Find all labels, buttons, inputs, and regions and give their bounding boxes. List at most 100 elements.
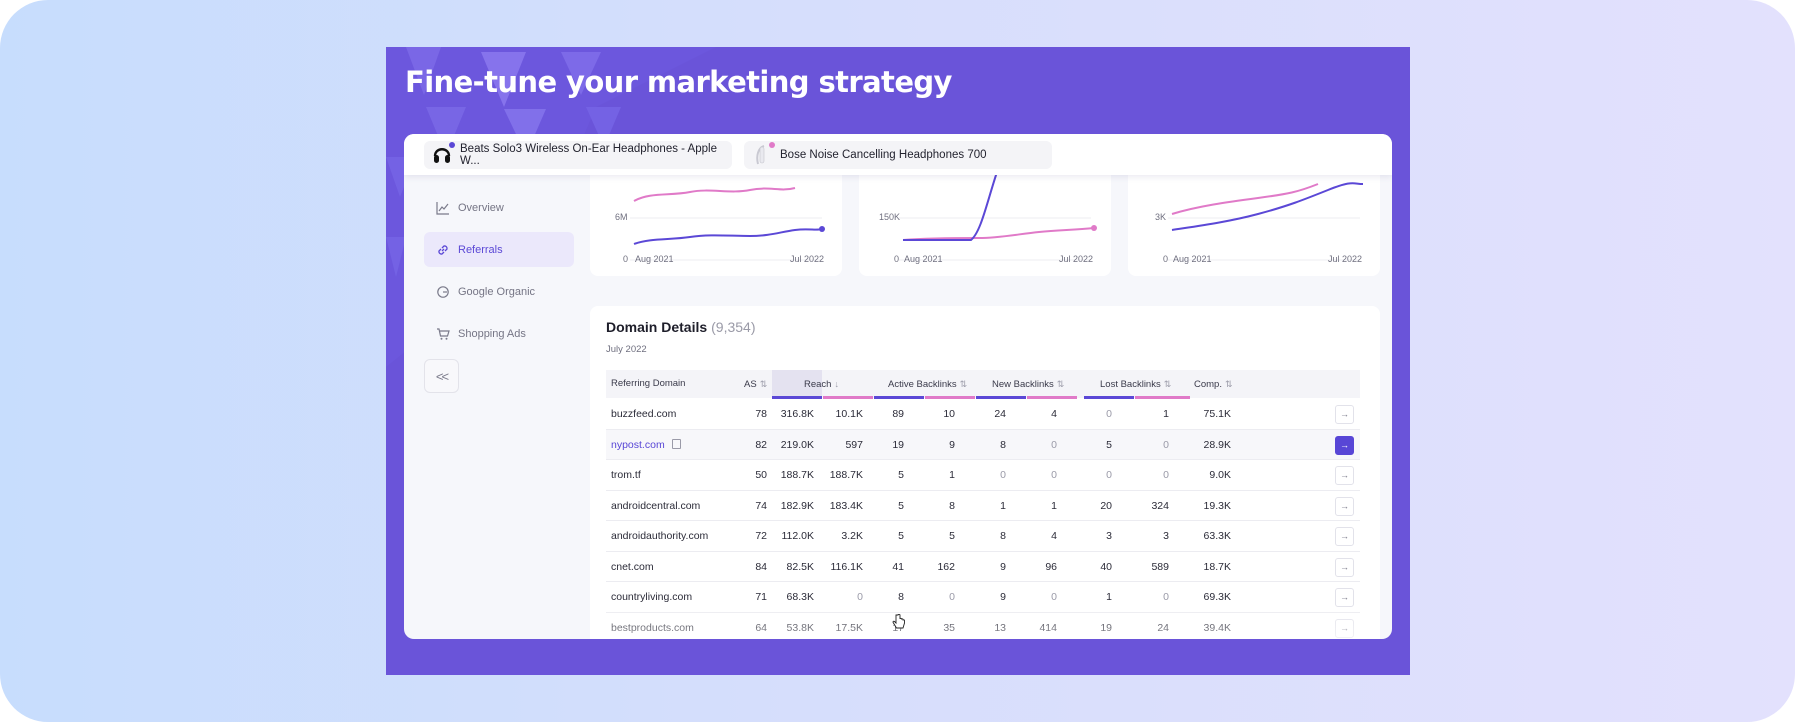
column-header-comp[interactable]: Comp. ⇅ (1194, 370, 1233, 398)
active-a-cell: 5 (898, 469, 904, 481)
lost-b-cell: 0 (1163, 469, 1169, 481)
open-row-button[interactable]: → (1335, 435, 1354, 455)
domain-cell[interactable]: trom.tf (611, 469, 641, 481)
new-a-cell: 1 (1000, 499, 1006, 512)
active-b-cell: 35 (943, 621, 955, 634)
column-header-referring-domain[interactable]: Referring Domain (611, 378, 686, 389)
hand-cursor-icon (892, 614, 905, 629)
series-dot (449, 142, 455, 148)
reach-a-cell: 219.0K (780, 438, 814, 451)
x-tick-label: Jul 2022 (1058, 254, 1093, 264)
domain-cell[interactable]: cnet.com (611, 560, 654, 573)
collapse-sidebar-button[interactable]: << (424, 359, 459, 393)
column-header-lost-backlinks[interactable]: Lost Backlinks ⇅ (1100, 370, 1171, 398)
new-b-cell: 1 (1051, 499, 1057, 512)
open-row-button[interactable]: → (1335, 466, 1354, 485)
sort-icon: ⇅ (1056, 379, 1065, 389)
active-b-cell: 1 (949, 469, 955, 481)
domain-cell[interactable]: nypost.com (611, 430, 681, 460)
open-row-button[interactable]: → (1335, 496, 1354, 516)
reach-b-cell: 188.7K (829, 469, 863, 481)
series-line-bose (902, 227, 1095, 241)
product-chip-bose[interactable]: Bose Noise Cancelling Headphones 700 (744, 141, 1052, 169)
sidebar-item-google-organic[interactable]: Google Organic (424, 274, 574, 309)
x-tick-label: Aug 2021 (904, 254, 943, 264)
new-a-cell: 9 (1000, 591, 1006, 603)
column-header-new-backlinks[interactable]: New Backlinks ⇅ (992, 370, 1064, 398)
y-tick-label: 0 (894, 254, 900, 264)
table-row[interactable]: cnet.com 84 82.5K 116.1K 41 162 9 96 40 … (606, 552, 1360, 582)
column-header-reach[interactable]: Reach ↓ (772, 370, 839, 398)
active-a-cell: 5 (898, 530, 904, 542)
table-row[interactable]: androidcentral.com 74 182.9K 183.4K 5 8 … (606, 491, 1360, 521)
sidebar-item-label: Referrals (458, 243, 503, 256)
lost-b-cell: 324 (1151, 499, 1169, 512)
active-b-cell: 162 (937, 560, 955, 573)
table-row[interactable]: bestproducts.com 64 53.8K 17.5K 17 35 13… (606, 613, 1360, 640)
x-tick-label: Aug 2021 (635, 254, 674, 264)
link-icon (436, 243, 450, 257)
as-cell: 74 (755, 499, 767, 512)
open-row-button[interactable]: → (1335, 588, 1354, 607)
section-title: Domain Details (606, 319, 708, 335)
as-cell: 82 (755, 438, 767, 451)
cart-icon (436, 327, 450, 341)
marketing-panel: Fine-tune your marketing strategy Beats … (386, 47, 1410, 675)
as-cell: 64 (755, 621, 767, 634)
domain-link[interactable]: nypost.com (611, 438, 665, 451)
as-cell: 72 (755, 530, 767, 542)
active-a-cell: 19 (892, 438, 904, 451)
column-header-label: AS (744, 379, 757, 390)
domain-cell[interactable]: countryliving.com (611, 591, 693, 603)
domain-count: (9,354) (711, 319, 756, 335)
new-b-cell: 0 (1051, 591, 1057, 603)
comp-cell: 19.3K (1203, 499, 1231, 512)
series-end-dot (819, 226, 825, 232)
lost-a-cell: 1 (1106, 591, 1112, 603)
comp-cell: 75.1K (1203, 408, 1231, 420)
domain-cell[interactable]: androidcentral.com (611, 499, 701, 512)
lost-a-cell: 0 (1106, 469, 1112, 481)
table-row[interactable]: buzzfeed.com 78 316.8K 10.1K 89 10 24 4 … (606, 399, 1360, 430)
table-row[interactable]: nypost.com 82 219.0K 597 19 9 8 0 5 0 28… (606, 429, 1360, 460)
sidebar-item-shopping-ads[interactable]: Shopping Ads (424, 316, 574, 351)
copy-icon[interactable] (671, 438, 681, 449)
reach-b-cell: 3.2K (841, 530, 863, 542)
sort-desc-icon: ↓ (834, 379, 839, 389)
y-tick-label: 150K (879, 212, 901, 222)
line-chart-icon (436, 201, 450, 215)
sidebar-item-referrals[interactable]: Referrals (424, 232, 574, 267)
new-a-cell: 13 (994, 621, 1006, 634)
period-label: July 2022 (606, 344, 647, 355)
google-icon (436, 285, 450, 299)
table-row[interactable]: androidauthority.com 72 112.0K 3.2K 5 5 … (606, 521, 1360, 552)
series-end-dot (1091, 225, 1097, 231)
domain-cell[interactable]: androidauthority.com (611, 530, 709, 542)
open-row-button[interactable]: → (1335, 557, 1354, 577)
column-header-active-backlinks[interactable]: Active Backlinks ⇅ (888, 370, 967, 398)
domain-details-title: Domain Details (9,354) (606, 319, 756, 335)
open-row-button[interactable]: → (1335, 405, 1354, 424)
domain-cell[interactable]: bestproducts.com (611, 621, 694, 634)
domain-cell[interactable]: buzzfeed.com (611, 408, 677, 420)
product-chip-beats[interactable]: Beats Solo3 Wireless On-Ear Headphones -… (424, 141, 732, 169)
table-row[interactable]: trom.tf 50 188.7K 188.7K 5 1 0 0 0 0 9.0… (606, 460, 1360, 491)
as-cell: 71 (755, 591, 767, 603)
y-tick-label: 3K (1155, 212, 1167, 222)
reach-a-cell: 68.3K (786, 591, 814, 603)
new-b-cell: 96 (1045, 560, 1057, 573)
dashboard-card: Beats Solo3 Wireless On-Ear Headphones -… (404, 134, 1392, 639)
table-row[interactable]: countryliving.com 71 68.3K 0 8 0 9 0 1 0… (606, 582, 1360, 613)
reach-a-cell: 112.0K (781, 530, 815, 542)
sort-icon: ⇅ (1163, 379, 1172, 389)
open-row-button[interactable]: → (1335, 618, 1354, 638)
new-a-cell: 8 (1000, 530, 1006, 542)
lost-a-cell: 20 (1100, 499, 1112, 512)
series-underline-bose (1135, 396, 1190, 399)
x-tick-label: Jul 2022 (1327, 254, 1362, 264)
column-header-as[interactable]: AS ⇅ (744, 370, 767, 398)
sidebar-item-overview[interactable]: Overview (424, 190, 574, 225)
sidebar: Overview Referrals Google Organic (424, 190, 574, 393)
open-row-button[interactable]: → (1335, 527, 1354, 546)
